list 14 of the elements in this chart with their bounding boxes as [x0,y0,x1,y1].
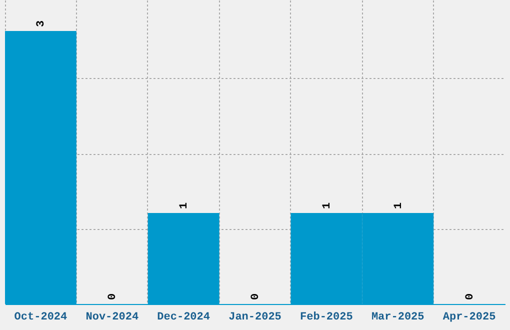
x-tick-label: Mar-2025 [371,312,425,324]
data-label: 0 [107,293,120,300]
data-label: 1 [321,202,334,209]
x-tick-label: Dec-2024 [157,312,210,324]
x-tick-label: Oct-2024 [14,312,68,324]
x-tick-label: Feb-2025 [300,312,354,324]
data-label: 1 [392,202,405,209]
x-tick-label: Nov-2024 [86,312,139,324]
data-label: 0 [250,293,262,300]
data-label: 1 [178,202,191,209]
data-label: 0 [464,293,476,300]
data-label: 3 [36,20,48,27]
x-tick-label: Apr-2025 [442,312,496,324]
x-tick-label: Jan-2025 [228,312,282,324]
